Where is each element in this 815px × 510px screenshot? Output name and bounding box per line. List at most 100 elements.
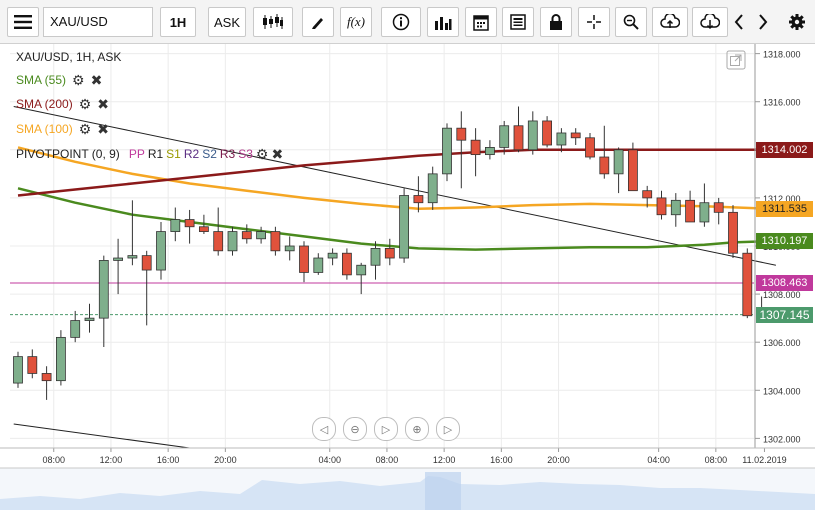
scroll-left-button[interactable] (728, 7, 750, 37)
chart-area[interactable]: 1302.0001304.0001306.0001308.0001310.000… (0, 44, 815, 510)
crosshair-button[interactable] (578, 7, 610, 37)
candle-body (585, 137, 595, 158)
cloud-download-icon (700, 14, 720, 30)
candle-body (227, 231, 238, 252)
timeframe-button[interactable]: 1H (160, 7, 196, 37)
sma100-label: SMA (100) (16, 122, 73, 136)
candle-body (327, 252, 338, 259)
sma100-line (17, 146, 769, 210)
pivot-r2: R2 (183, 147, 200, 161)
bar-chart-icon (435, 17, 452, 30)
sma200-price-tag: 1314.002 (756, 141, 813, 158)
candle-body (284, 245, 295, 252)
candle-body (527, 120, 538, 151)
candle-body (470, 139, 481, 156)
info-button[interactable] (381, 7, 421, 37)
pivot-remove-close-icon[interactable]: ✖ (271, 146, 284, 162)
sma200-settings-gear-icon[interactable]: ⚙ (78, 96, 92, 112)
draw-tool-button[interactable] (302, 7, 334, 37)
sma55-line (17, 187, 769, 251)
navigator-series (0, 476, 815, 510)
x-tick-label: 04:00 (318, 455, 341, 465)
x-tick-label: 04:00 (647, 455, 670, 465)
candle-body (256, 231, 267, 240)
lock-icon (550, 13, 562, 30)
candle-body (542, 120, 552, 146)
scroll-right-button[interactable] (752, 7, 774, 37)
nav-zoom-out-button[interactable]: ⊖ (343, 417, 367, 441)
price-chart[interactable]: 1302.0001304.0001306.0001308.0001310.000… (0, 44, 815, 510)
candles-icon (263, 14, 283, 29)
legend-sma55: SMA (55) ⚙ ✖ (16, 73, 102, 87)
sma55-remove-close-icon[interactable]: ✖ (90, 72, 103, 88)
sma55-settings-gear-icon[interactable]: ⚙ (72, 72, 85, 88)
candle-body (156, 231, 166, 271)
zoom-out-icon: ⊖ (350, 423, 360, 436)
volume-button[interactable] (427, 7, 459, 37)
calendar-button[interactable] (465, 7, 497, 37)
triangle-right-icon: ▷ (443, 423, 453, 436)
calendar-icon (473, 14, 489, 31)
indicators-button[interactable]: f(x) (340, 7, 372, 37)
candle-body (670, 199, 681, 216)
popout-icon[interactable] (726, 50, 746, 70)
candle-body (13, 356, 23, 384)
candle-body (198, 226, 209, 232)
sma55-label: SMA (55) (16, 73, 67, 87)
lock-button[interactable] (540, 7, 572, 37)
y-tick-label: 1306.000 (763, 338, 801, 348)
candle-body (699, 202, 710, 223)
pivot-pp: PP (128, 147, 145, 161)
navigator-window[interactable] (425, 472, 461, 510)
x-tick-label: 08:00 (376, 455, 399, 465)
news-button[interactable] (502, 7, 534, 37)
nav-forward-button[interactable]: ▷ (436, 417, 460, 441)
upload-button[interactable] (652, 7, 688, 37)
candle-body (413, 195, 424, 204)
candle-body (628, 149, 638, 192)
settings-button[interactable] (784, 7, 810, 37)
nav-back-button[interactable]: ◁ (312, 417, 336, 441)
info-icon (392, 13, 410, 31)
sma200-remove-close-icon[interactable]: ✖ (97, 96, 109, 112)
candle-body (270, 231, 281, 252)
pivot-label: PIVOTPOINT (0, 9) (16, 147, 120, 161)
candle-body (642, 190, 653, 199)
trend-line[interactable] (13, 106, 777, 266)
pivot-settings-gear-icon[interactable]: ⚙ (255, 146, 269, 162)
pivot-s2: S2 (202, 147, 217, 161)
candle-body (656, 197, 667, 216)
candle-body (299, 245, 309, 273)
x-tick-label: 12:00 (433, 455, 456, 465)
pencil-icon (312, 18, 323, 29)
download-button[interactable] (692, 7, 728, 37)
pivot-r3: R3 (219, 147, 236, 161)
candle-body (356, 264, 367, 276)
hamburger-icon (14, 15, 32, 29)
trend-line[interactable] (13, 423, 190, 449)
sma100-remove-close-icon[interactable]: ✖ (97, 121, 109, 137)
nav-reset-button[interactable]: ▷ (374, 417, 398, 441)
candle-body (27, 356, 38, 374)
x-tick-label: 11.02.2019 (742, 455, 786, 465)
chart-type-button[interactable] (253, 7, 293, 37)
x-tick-label: 12:00 (100, 455, 123, 465)
zoom-button[interactable] (615, 7, 647, 37)
symbol-input[interactable]: XAU/USD (43, 7, 153, 37)
candle-body (56, 336, 66, 382)
y-tick-label: 1312.000 (763, 194, 801, 204)
news-icon (510, 14, 526, 30)
sma100-settings-gear-icon[interactable]: ⚙ (78, 121, 92, 137)
candle-body (341, 252, 352, 276)
candle-body (499, 125, 510, 148)
candle-body (170, 219, 181, 232)
price-type-button[interactable]: ASK (208, 7, 246, 37)
candle-body (556, 132, 567, 146)
cloud-upload-icon (660, 14, 680, 28)
legend-sma100: SMA (100) ⚙ ✖ (16, 122, 109, 136)
menu-button[interactable] (7, 7, 39, 37)
reset-view-icon: ▷ (381, 423, 391, 436)
candle-body (728, 211, 738, 254)
nav-zoom-in-button[interactable]: ⊕ (405, 417, 429, 441)
pivot-s1: S1 (166, 147, 181, 161)
